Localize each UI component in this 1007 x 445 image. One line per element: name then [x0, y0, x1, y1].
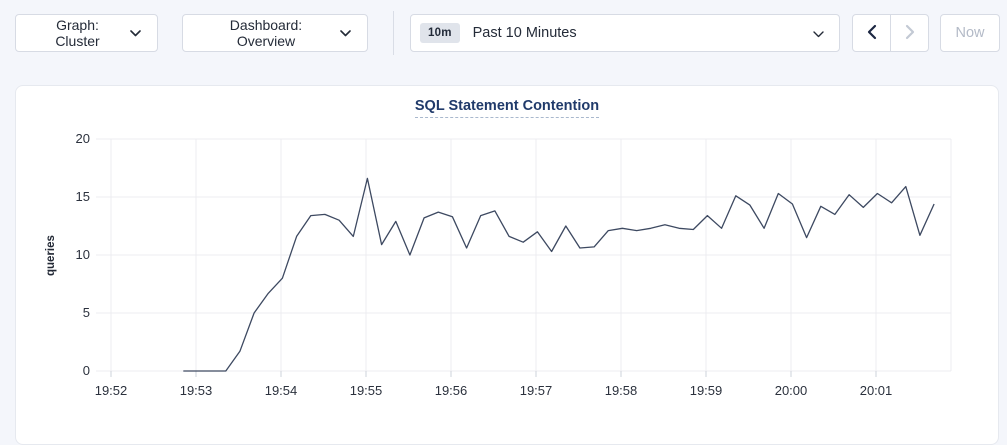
- time-range-nav: [852, 14, 929, 52]
- y-tick-label: 15: [75, 189, 90, 204]
- x-tick-label: 19:54: [264, 383, 298, 398]
- series-line: [183, 177, 935, 372]
- toolbar-divider: [393, 11, 394, 55]
- x-tick-label: 20:01: [859, 383, 893, 398]
- chart-title-link[interactable]: SQL Statement Contention: [414, 98, 600, 118]
- x-tick-label: 19:58: [604, 383, 638, 398]
- dashboard-dropdown[interactable]: Dashboard: Overview: [182, 14, 368, 52]
- y-tick-label: 5: [82, 305, 90, 320]
- chevron-right-icon: [905, 24, 915, 43]
- line-chart[interactable]: [16, 86, 998, 444]
- graph-dropdown[interactable]: Graph: Cluster: [15, 14, 158, 52]
- y-tick-label: 0: [82, 363, 90, 378]
- prev-range-button[interactable]: [853, 15, 890, 51]
- y-tick-label: 10: [75, 247, 90, 262]
- chart-title: SQL Statement Contention: [16, 98, 998, 118]
- x-tick-label: 19:53: [179, 383, 213, 398]
- chevron-down-icon: [813, 25, 824, 41]
- dashboard-dropdown-label: Dashboard: Overview: [229, 17, 303, 49]
- now-button[interactable]: Now: [940, 14, 1000, 52]
- chart-panel: SQL Statement Contention queries 0 5 10 15 2…: [15, 85, 999, 445]
- chevron-down-icon: [340, 29, 351, 37]
- next-range-button[interactable]: [890, 15, 928, 51]
- x-tick-label: 20:00: [774, 383, 808, 398]
- x-tick-label: 19:56: [434, 383, 468, 398]
- x-tick-label: 19:55: [349, 383, 383, 398]
- y-tick-label: 20: [75, 131, 90, 146]
- time-range-label: Past 10 Minutes: [472, 25, 577, 41]
- time-range-badge: 10m: [420, 23, 460, 43]
- chevron-down-icon: [130, 29, 141, 37]
- graph-dropdown-label: Graph: Cluster: [55, 17, 100, 49]
- x-tick-label: 19:52: [94, 383, 128, 398]
- x-tick-label: 19:57: [519, 383, 553, 398]
- x-tick-label: 19:59: [689, 383, 723, 398]
- chevron-left-icon: [867, 24, 877, 43]
- time-range-dropdown[interactable]: 10m Past 10 Minutes: [410, 14, 840, 52]
